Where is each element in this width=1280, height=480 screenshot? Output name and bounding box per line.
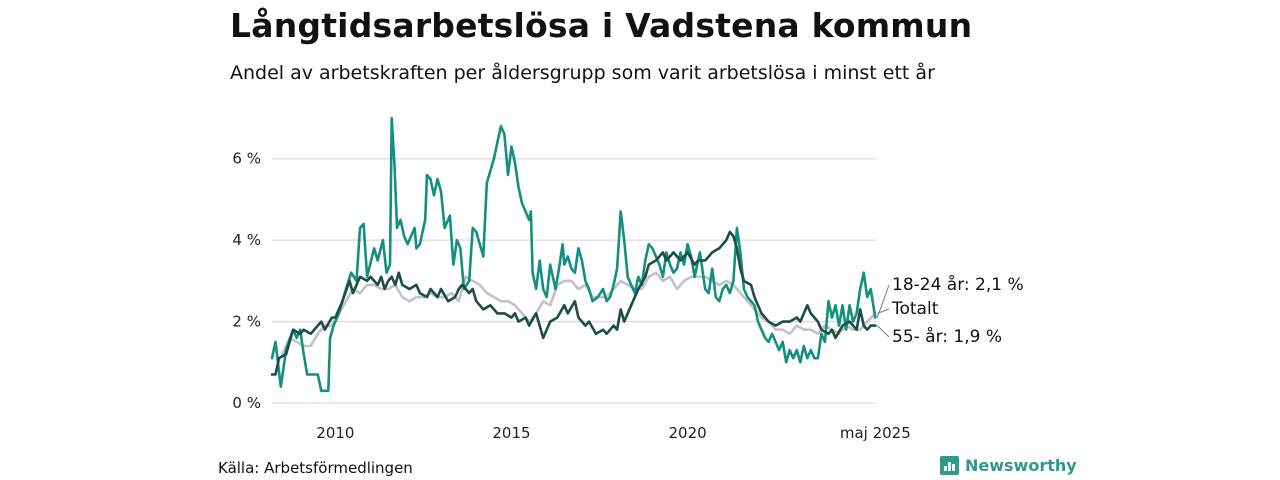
y-tick-label: 4 % [232,231,261,249]
y-tick-label: 2 % [232,313,261,331]
series-lines [270,116,877,393]
y-axis-ticks: 0 % 2 % 4 % 6 % [232,150,261,412]
chart-subtitle: Andel av arbetskraften per åldersgrupp s… [230,62,935,84]
series-line-55 [270,230,877,376]
series-line-totalt [281,271,877,356]
grid-lines [272,158,876,404]
leader-line [876,284,890,318]
series-end-label: Totalt [891,299,939,319]
x-tick-label: 2020 [668,424,706,442]
chart-title: Långtidsarbetslösa i Vadstena kommun [230,6,973,45]
leader-line [876,325,890,338]
leader-line [877,308,890,314]
x-tick-label: 2015 [492,424,530,442]
series-line-18-24 [270,116,877,393]
brand-name: Newsworthy [965,456,1077,475]
x-tick-label: 2010 [316,424,354,442]
brand-logo: Newsworthy [940,456,1077,475]
source-note: Källa: Arbetsförmedlingen [218,459,413,477]
series-end-labels: 18-24 år: 2,1 % Totalt 55- år: 1,9 % [876,274,1024,347]
y-tick-label: 6 % [232,150,261,168]
series-end-label: 55- år: 1,9 % [892,326,1002,347]
x-axis-ticks: 2010 2015 2020 maj 2025 [316,424,910,442]
y-tick-label: 0 % [232,394,261,412]
series-end-label: 18-24 år: 2,1 % [892,274,1024,295]
bar-chart-icon [940,456,959,475]
x-tick-label: maj 2025 [840,424,911,442]
